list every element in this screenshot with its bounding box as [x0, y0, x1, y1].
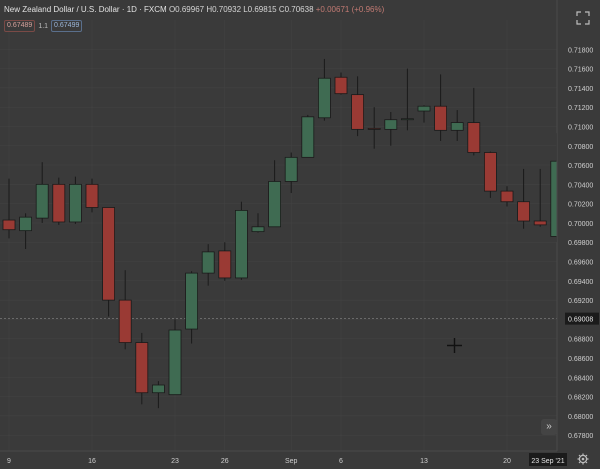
candle-down — [500, 190, 514, 203]
x-tick-label: 6 — [339, 458, 343, 465]
y-tick-label: 0.69400 — [568, 279, 593, 286]
buy-sell-tags: 0.67489 1.1 0.67499 — [4, 20, 83, 32]
x-tick-label: Sep — [285, 458, 298, 465]
x-tick-label: 26 — [221, 458, 229, 465]
candle-down — [334, 76, 348, 95]
x-tick-label: 23 — [171, 458, 179, 465]
y-tick-label: 0.68600 — [568, 356, 593, 363]
candle-up — [35, 183, 49, 219]
y-tick-label: 0.70000 — [568, 221, 593, 228]
date-label: 23 Sep '21 — [531, 458, 564, 465]
y-tick-label: 0.69800 — [568, 240, 593, 247]
x-tick-label: 9 — [7, 458, 11, 465]
x-tick-label: 16 — [88, 458, 96, 465]
candle-down — [517, 201, 530, 222]
y-tick-label: 0.70200 — [568, 202, 593, 209]
time-axis[interactable]: 9 16 23 26 Sep 6 13 20 23 Sep '21 — [0, 450, 567, 466]
y-tick-label: 0.70800 — [568, 144, 593, 151]
candle-down — [2, 219, 16, 231]
candle-down — [434, 105, 448, 131]
candle-up — [400, 118, 414, 121]
price-change: +0.00671 (+0.96%) — [315, 5, 385, 14]
y-tick-label: 0.69600 — [568, 260, 593, 267]
candle-up — [201, 251, 215, 274]
symbol-title[interactable]: New Zealand Dollar / U.S. Dollar · 1D · … — [4, 5, 167, 14]
candle-down — [533, 220, 547, 226]
price-axis-bg — [557, 0, 600, 469]
scroll-to-realtime-icon: » — [546, 421, 552, 432]
candle-down — [351, 94, 365, 130]
fullscreen-icon[interactable] — [576, 11, 590, 25]
y-tick-label: 0.71200 — [568, 105, 593, 112]
candle-down — [102, 207, 115, 301]
candle-up — [317, 77, 331, 119]
y-tick-label: 0.68800 — [568, 337, 593, 344]
y-tick-label: 0.68000 — [568, 414, 593, 421]
candle-up — [251, 226, 265, 233]
ohlc-values: O0.69967 H0.70932 L0.69815 C0.70638 — [168, 5, 316, 14]
candle-down — [483, 152, 497, 192]
candle-up — [284, 156, 298, 182]
y-tick-label: 0.69200 — [568, 298, 593, 305]
spread-value: 1.1 — [38, 22, 49, 30]
candle-down — [85, 183, 99, 208]
buy-price-tag[interactable]: 0.67499 — [51, 20, 83, 32]
y-tick-label: 0.68400 — [568, 375, 593, 382]
candle-down — [367, 127, 381, 130]
candle-down — [52, 183, 66, 223]
y-tick-label: 0.68200 — [568, 395, 593, 402]
candle-up — [450, 122, 464, 131]
candle-up — [168, 329, 182, 396]
x-tick-label: 13 — [420, 458, 428, 465]
candle-up — [69, 183, 82, 223]
y-tick-label: 0.70600 — [568, 163, 593, 170]
current-price-label: 0.69008 — [568, 317, 593, 324]
y-tick-label: 0.70400 — [568, 182, 593, 189]
y-tick-label: 0.71600 — [568, 67, 593, 74]
date-badge — [529, 453, 567, 466]
current-price-badge — [565, 312, 599, 325]
candle-up — [268, 181, 282, 228]
candle-up — [185, 272, 199, 330]
crosshair-icon — [447, 338, 462, 353]
candle-down — [135, 342, 149, 394]
price-axis[interactable]: 0.71800 0.71600 0.71400 0.71200 0.71000 0.708… — [556, 0, 600, 469]
candle-up — [301, 116, 315, 158]
candle-up — [234, 209, 248, 279]
gear-icon[interactable] — [577, 453, 589, 465]
candle-down — [118, 299, 132, 343]
scroll-to-realtime-button[interactable]: » — [541, 419, 557, 435]
y-tick-label: 0.71800 — [568, 47, 593, 54]
candle-up — [384, 119, 398, 130]
candle-up — [151, 384, 165, 394]
y-tick-label: 0.71000 — [568, 124, 593, 131]
x-tick-label: 20 — [503, 458, 511, 465]
candle-up — [19, 216, 33, 232]
sell-price-tag[interactable]: 0.67489 — [4, 20, 36, 32]
symbol-header: New Zealand Dollar / U.S. Dollar · 1D · … — [4, 5, 384, 14]
candle-down — [467, 122, 481, 153]
candle-down — [218, 250, 232, 279]
candles — [2, 58, 564, 409]
y-tick-label: 0.67800 — [568, 433, 593, 440]
grid-layer — [0, 20, 557, 451]
y-tick-label: 0.71400 — [568, 86, 593, 93]
candle-up — [417, 105, 431, 112]
